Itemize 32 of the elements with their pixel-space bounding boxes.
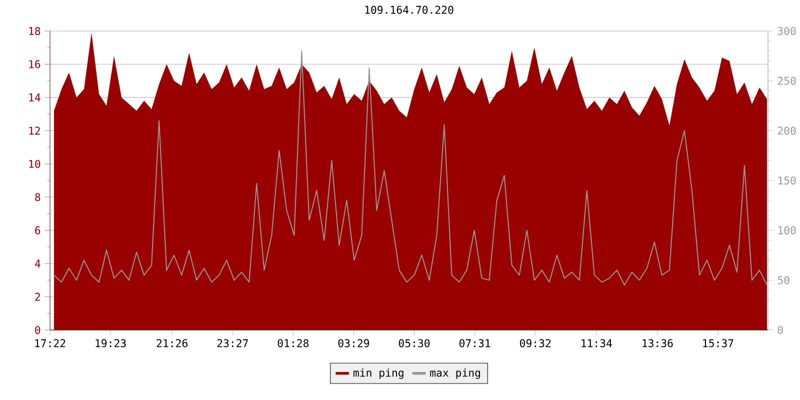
y2-tick-label: 150 (778, 176, 796, 185)
x-tick-label: 15:37 (703, 339, 734, 348)
x-tick-label: 13:36 (642, 339, 673, 348)
x-tick-label: 03:29 (338, 339, 370, 348)
y2-tick-label: 100 (778, 226, 796, 234)
y2-tick-label: 50 (778, 276, 790, 284)
x-tick-label: 09:32 (520, 339, 550, 348)
y-tick-label: 10 (29, 160, 40, 168)
legend-label: min ping (354, 368, 404, 379)
x-tick-label: 21:26 (156, 339, 188, 348)
x-tick-label: 19:23 (96, 339, 126, 348)
chart-title: 109.164.70.220 (365, 6, 454, 14)
y-tick-label: 16 (29, 60, 40, 68)
y2-tick-label: 0 (778, 326, 783, 334)
y-tick-label: 8 (35, 193, 40, 202)
x-tick-label: 01:28 (278, 339, 309, 348)
x-tick-label: 07:31 (459, 339, 490, 348)
legend-label: max ping (430, 368, 480, 379)
y-tick-label: 4 (34, 260, 40, 268)
y-tick-label: 14 (29, 94, 40, 102)
x-tick-label: 05:30 (398, 339, 430, 348)
y-tick-label: 6 (35, 226, 40, 234)
y2-tick-label: 200 (778, 126, 796, 135)
y2-tick-label: 250 (778, 76, 796, 85)
x-tick-label: 23:27 (217, 339, 248, 348)
y-tick-label: 0 (35, 326, 40, 334)
y-tick-label: 12 (29, 126, 40, 135)
y2-tick-label: 300 (778, 26, 796, 36)
x-tick-label: 17:22 (35, 339, 66, 348)
y-tick-label: 2 (35, 292, 40, 301)
y-tick-label: 18 (29, 26, 40, 36)
x-tick-label: 11:34 (582, 339, 612, 348)
